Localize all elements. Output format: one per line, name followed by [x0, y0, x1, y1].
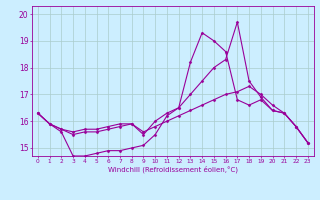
X-axis label: Windchill (Refroidissement éolien,°C): Windchill (Refroidissement éolien,°C) [108, 165, 238, 173]
